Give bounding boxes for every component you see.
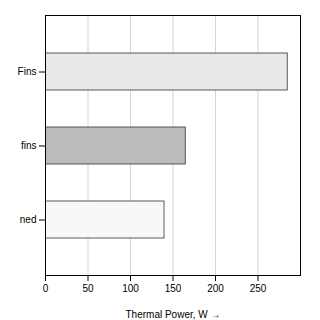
svg-text:250: 250 [250,283,267,294]
svg-text:fins: fins [21,140,37,151]
svg-text:ned: ned [20,214,37,225]
svg-text:Thermal Power, W →: Thermal Power, W → [125,309,220,320]
svg-text:150: 150 [165,283,182,294]
svg-text:Fins: Fins [18,66,37,77]
svg-text:50: 50 [82,283,94,294]
svg-text:0: 0 [43,283,49,294]
svg-text:100: 100 [122,283,139,294]
svg-text:200: 200 [207,283,224,294]
